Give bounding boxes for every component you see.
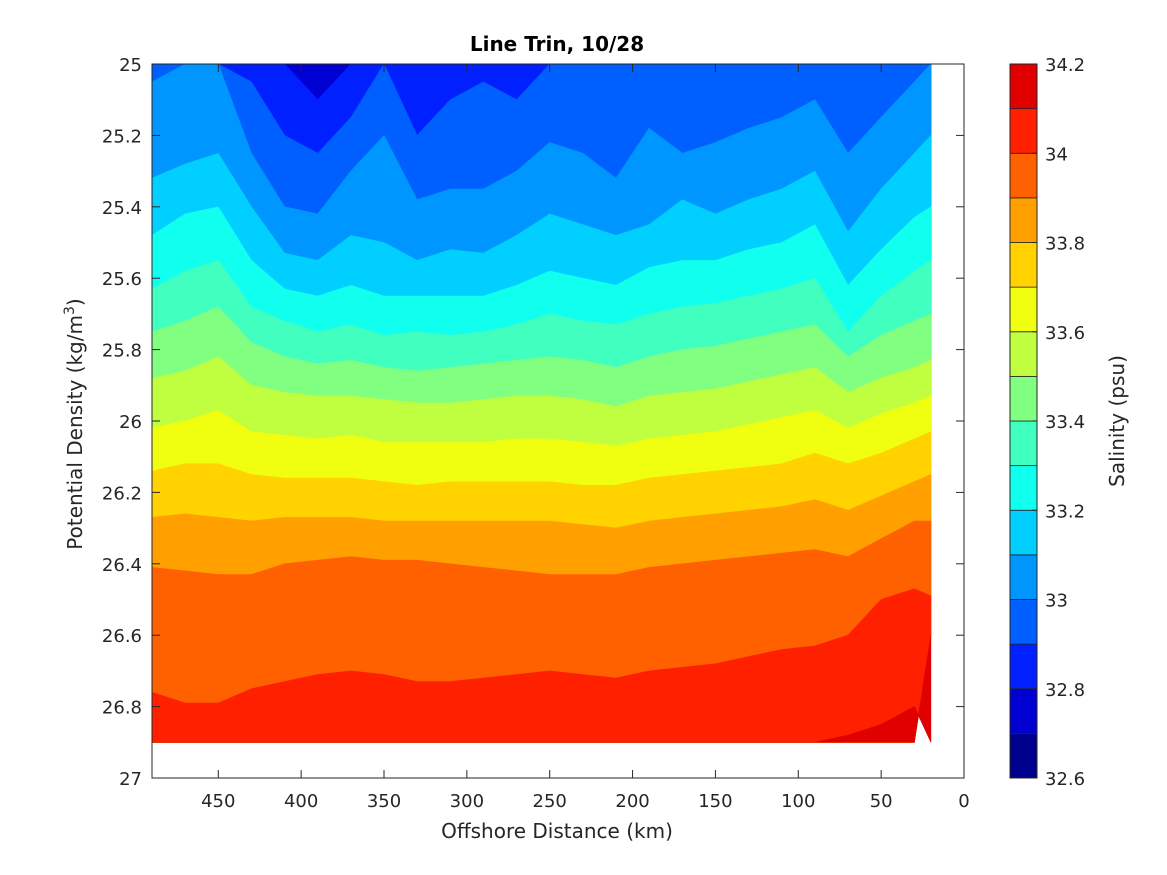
colorbar-swatch bbox=[1009, 286, 1038, 333]
chart-title: Line Trin, 10/28 bbox=[470, 32, 644, 56]
y-axis-label-close: ) bbox=[63, 298, 87, 306]
x-tick-label: 50 bbox=[870, 791, 893, 812]
plot-area: 450 400 350 300 250 200 150 100 50 0 2525.225.425… bbox=[102, 55, 970, 812]
y-axis-label-main: Potential Density (kg/m bbox=[63, 315, 87, 550]
x-tick-label: 0 bbox=[958, 791, 969, 812]
x-tick-label: 300 bbox=[450, 791, 484, 812]
colorbar-swatches bbox=[1009, 63, 1038, 779]
x-tick-label: 400 bbox=[284, 791, 318, 812]
y-tick-label: 25.8 bbox=[102, 341, 142, 362]
colorbar-swatch bbox=[1009, 108, 1038, 154]
y-tick-label: 26 bbox=[119, 412, 142, 433]
colorbar-label: Salinity (psu) bbox=[1105, 355, 1129, 487]
colorbar-swatch bbox=[1009, 599, 1038, 645]
colorbar-tick-label: 33 bbox=[1045, 591, 1068, 612]
x-tick-label: 350 bbox=[367, 791, 401, 812]
colorbar-tick-label: 32.8 bbox=[1045, 680, 1085, 701]
colorbar-ticks: 32.6 32.8 33 33.2 33.4 33.6 33.8 34 34.2 bbox=[1032, 55, 1085, 790]
colorbar-tick-label: 32.6 bbox=[1045, 769, 1085, 790]
x-axis-ticks: 450 400 350 300 250 200 150 100 50 0 bbox=[201, 64, 970, 812]
colorbar-swatch bbox=[1009, 375, 1038, 422]
x-tick-label: 250 bbox=[533, 791, 567, 812]
y-tick-label: 25.4 bbox=[102, 198, 142, 219]
colorbar-swatch bbox=[1009, 331, 1038, 377]
colorbar-swatch bbox=[1009, 420, 1038, 467]
y-tick-label: 26.4 bbox=[102, 555, 142, 576]
y-tick-label: 26.8 bbox=[102, 698, 142, 719]
x-axis-label: Offshore Distance (km) bbox=[441, 819, 673, 843]
colorbar-tick-label: 33.6 bbox=[1045, 323, 1085, 344]
colorbar-tick-label: 34 bbox=[1045, 144, 1068, 165]
colorbar-swatch bbox=[1009, 509, 1038, 556]
colorbar-swatch bbox=[1009, 643, 1038, 690]
colorbar-tick-label: 33.4 bbox=[1045, 412, 1085, 433]
colorbar-swatch bbox=[1009, 242, 1038, 288]
colorbar-swatch bbox=[1009, 63, 1038, 110]
x-tick-label: 200 bbox=[615, 791, 649, 812]
y-tick-label: 25 bbox=[119, 55, 142, 76]
x-tick-label: 450 bbox=[201, 791, 235, 812]
x-tick-label: 150 bbox=[698, 791, 732, 812]
colorbar-swatch bbox=[1009, 152, 1038, 199]
y-tick-label: 26.2 bbox=[102, 483, 142, 504]
colorbar-swatch bbox=[1009, 465, 1038, 511]
y-axis-label-superscript: 3 bbox=[62, 306, 78, 315]
colorbar: 32.6 32.8 33 33.2 33.4 33.6 33.8 34 34.2 Salinit… bbox=[1009, 55, 1129, 790]
colorbar-tick-label: 34.2 bbox=[1045, 55, 1085, 76]
contour-bands bbox=[151, 63, 932, 743]
y-tick-label: 25.6 bbox=[102, 269, 142, 290]
colorbar-swatch bbox=[1009, 197, 1038, 243]
x-tick-label: 100 bbox=[781, 791, 815, 812]
colorbar-swatch bbox=[1009, 732, 1038, 779]
y-axis-label: Potential Density (kg/m3) bbox=[62, 298, 87, 549]
y-axis-ticks: 25 25.2 25.4 25.6 25.8 26 26.2 26.4 26.6 26.8 27 bbox=[102, 55, 964, 790]
colorbar-tick-label: 33.8 bbox=[1045, 234, 1085, 255]
y-tick-label: 26.6 bbox=[102, 626, 142, 647]
y-tick-label: 25.2 bbox=[102, 126, 142, 147]
contour-band-34-1 bbox=[152, 635, 932, 743]
colorbar-tick-label: 33.2 bbox=[1045, 501, 1085, 522]
colorbar-swatch bbox=[1009, 554, 1038, 600]
colorbar-swatch bbox=[1009, 688, 1038, 734]
y-tick-label: 27 bbox=[119, 769, 142, 790]
